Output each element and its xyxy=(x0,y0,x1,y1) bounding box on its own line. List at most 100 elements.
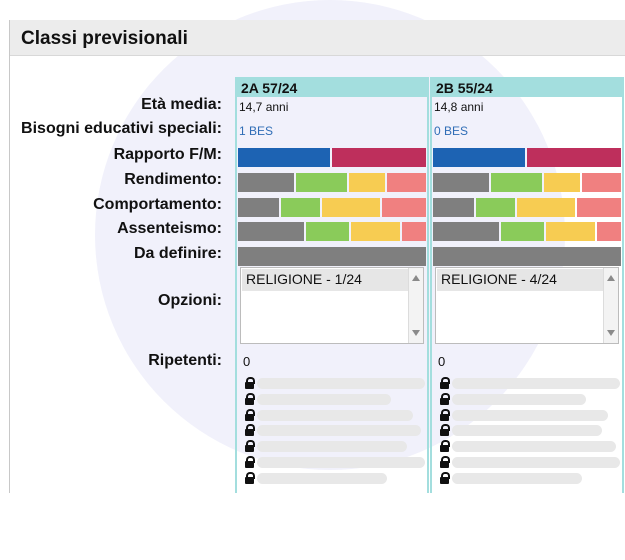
student-name-redacted xyxy=(452,378,620,389)
student-name-redacted xyxy=(452,394,586,405)
bar-segment-red xyxy=(402,222,426,241)
student-name-redacted xyxy=(257,441,407,452)
student-name-redacted xyxy=(452,473,582,484)
lock-icon xyxy=(245,472,255,484)
lock-icon xyxy=(440,456,450,468)
student-name-redacted xyxy=(257,473,387,484)
lock-icon xyxy=(440,472,450,484)
opzioni-item[interactable]: RELIGIONE - 4/24 xyxy=(437,269,603,291)
opzioni-listbox[interactable]: RELIGIONE - 4/24 xyxy=(435,267,619,344)
bar-segment-red xyxy=(387,173,426,192)
class-column-2b: 2B 55/24 14,8 anni 0 BES RELIGIONE - 4/2… xyxy=(430,77,624,493)
lock-icon xyxy=(440,409,450,421)
ripetenti-count: 0 xyxy=(243,354,251,369)
bar-segment-gray xyxy=(433,222,499,241)
bar-segment-female xyxy=(332,148,426,167)
bar-segment-green xyxy=(476,198,515,217)
class-header[interactable]: 2A 57/24 xyxy=(237,79,427,97)
opzioni-scrollbar[interactable] xyxy=(408,268,423,343)
lock-icon xyxy=(440,424,450,436)
bar-segment-yellow xyxy=(517,198,575,217)
bar-segment-gray xyxy=(433,173,489,192)
bar-segment-red xyxy=(582,173,621,192)
bar-segment-red xyxy=(597,222,621,241)
opzioni-item-label: RELIGIONE - 1/24 xyxy=(246,271,362,287)
label-opzioni: Opzioni: xyxy=(158,292,222,309)
bar-segment-green xyxy=(501,222,544,241)
student-row[interactable] xyxy=(245,440,429,452)
rendimento-bar xyxy=(238,173,426,192)
lock-icon xyxy=(245,377,255,389)
student-name-redacted xyxy=(452,441,616,452)
bar-segment-yellow xyxy=(322,198,380,217)
bar-segment-female xyxy=(527,148,621,167)
bes-value[interactable]: 1 BES xyxy=(239,124,274,138)
lock-icon xyxy=(440,377,450,389)
lock-icon xyxy=(440,440,450,452)
scroll-down-icon[interactable] xyxy=(412,330,420,336)
bar-segment-yellow xyxy=(544,173,580,192)
bar-segment-yellow xyxy=(349,173,385,192)
bar-segment-gray xyxy=(238,198,279,217)
lock-icon xyxy=(245,456,255,468)
bar-segment-gray xyxy=(433,198,474,217)
bar-segment-yellow xyxy=(351,222,400,241)
comportamento-bar xyxy=(238,198,426,217)
da-definire-bar xyxy=(238,247,426,266)
class-title: 2B 55/24 xyxy=(436,80,493,96)
scroll-down-icon[interactable] xyxy=(607,330,615,336)
student-name-redacted xyxy=(452,425,602,436)
student-row[interactable] xyxy=(245,377,429,389)
label-ripetenti: Ripetenti: xyxy=(148,352,222,369)
bar-segment-green xyxy=(491,173,542,192)
student-row[interactable] xyxy=(440,424,624,436)
bar-segment-green xyxy=(296,173,347,192)
opzioni-item[interactable]: RELIGIONE - 1/24 xyxy=(242,269,408,291)
bar-segment-male xyxy=(433,148,525,167)
class-header[interactable]: 2B 55/24 xyxy=(432,79,622,97)
page-title: Classi previsionali xyxy=(21,28,188,49)
label-comportamento: Comportamento: xyxy=(93,196,222,213)
student-row[interactable] xyxy=(440,377,624,389)
bar-segment-green xyxy=(281,198,320,217)
student-row[interactable] xyxy=(440,472,624,484)
label-eta-media: Età media: xyxy=(141,96,222,113)
scroll-up-icon[interactable] xyxy=(607,275,615,281)
student-row[interactable] xyxy=(245,393,429,405)
opzioni-listbox[interactable]: RELIGIONE - 1/24 xyxy=(240,267,424,344)
assenteismo-bar xyxy=(433,222,621,241)
student-row[interactable] xyxy=(440,393,624,405)
student-row[interactable] xyxy=(440,409,624,421)
lock-icon xyxy=(245,424,255,436)
class-title: 2A 57/24 xyxy=(241,80,298,96)
rendimento-bar xyxy=(433,173,621,192)
opzioni-item-label: RELIGIONE - 4/24 xyxy=(441,271,557,287)
student-row[interactable] xyxy=(245,456,429,468)
left-border xyxy=(9,20,10,493)
da-definire-bar xyxy=(433,247,621,266)
eta-media-value: 14,7 anni xyxy=(239,100,289,114)
rapporto-bar xyxy=(433,148,621,167)
bar-segment-gray xyxy=(238,222,304,241)
student-row[interactable] xyxy=(245,424,429,436)
scroll-up-icon[interactable] xyxy=(412,275,420,281)
comportamento-bar xyxy=(433,198,621,217)
assenteismo-bar xyxy=(238,222,426,241)
opzioni-scrollbar[interactable] xyxy=(603,268,618,343)
student-row[interactable] xyxy=(245,409,429,421)
lock-icon xyxy=(245,440,255,452)
label-assenteismo: Assenteismo: xyxy=(117,220,222,237)
student-row[interactable] xyxy=(440,456,624,468)
lock-icon xyxy=(245,409,255,421)
bar-segment-gray xyxy=(238,173,294,192)
label-rendimento: Rendimento: xyxy=(124,171,222,188)
bes-value[interactable]: 0 BES xyxy=(434,124,469,138)
student-name-redacted xyxy=(257,425,421,436)
rapporto-bar xyxy=(238,148,426,167)
student-row[interactable] xyxy=(440,440,624,452)
student-name-redacted xyxy=(452,457,620,468)
student-row[interactable] xyxy=(245,472,429,484)
student-name-redacted xyxy=(257,378,425,389)
student-name-redacted xyxy=(257,394,391,405)
bar-segment-gray xyxy=(238,247,426,266)
